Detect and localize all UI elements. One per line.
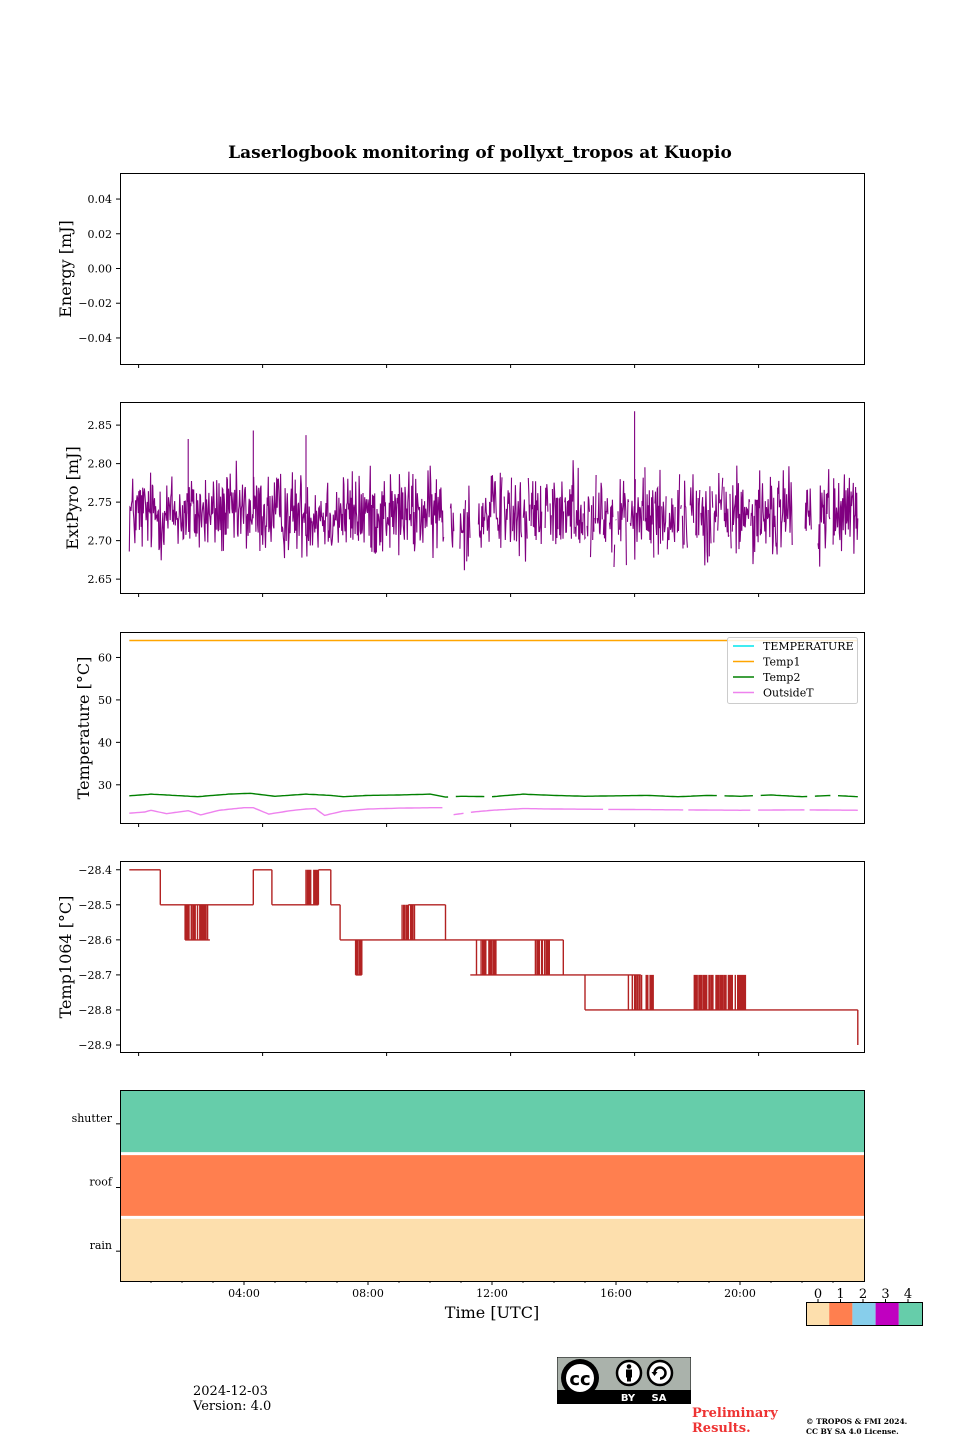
ytick-label: 50 — [98, 694, 112, 707]
preliminary-line-1: Preliminary — [692, 1406, 778, 1421]
status-row-label: rain — [90, 1239, 112, 1252]
date-text: 2024-12-03 — [193, 1384, 268, 1399]
colorbar-tick-label: 1 — [836, 1287, 844, 1302]
temp1064-series-line — [129, 869, 859, 1045]
figure-title: Laserlogbook monitoring of pollyxt_tropo… — [228, 143, 732, 163]
xtick-label: 04:00 — [228, 1287, 260, 1300]
xtick-label: 16:00 — [600, 1287, 632, 1300]
temp1064-ylabel: Temp1064 [°C] — [56, 896, 75, 1019]
temperature-panel: Temperature [°C] 30 40 50 60 TEMPERATURE Tem… — [74, 632, 865, 827]
cc-license-badge: cc BY SA — [556, 1356, 692, 1405]
legend-label: OutsideT — [763, 687, 814, 700]
xtick-label: 08:00 — [352, 1287, 384, 1300]
colorbar-tick-label: 0 — [814, 1287, 822, 1302]
status-row-shutter — [120, 1090, 864, 1154]
ytick-label: 60 — [98, 651, 112, 664]
colorbar-cell — [806, 1302, 830, 1325]
version-text: Version: 4.0 — [193, 1399, 272, 1414]
by-label: BY — [621, 1393, 636, 1404]
ytick-label: 0.04 — [88, 193, 113, 206]
extpyro-series-line — [128, 411, 859, 571]
ytick-label: −28.8 — [78, 1004, 112, 1017]
ytick-label: −0.04 — [78, 332, 112, 345]
preliminary-note: Preliminary Results. — [692, 1406, 778, 1436]
status-row-label: roof — [89, 1176, 113, 1189]
svg-text:cc: cc — [569, 1369, 590, 1390]
date-version-block: 2024-12-03 Version: 4.0 — [193, 1384, 271, 1414]
energy-ylabel: Energy [mJ] — [56, 220, 75, 318]
temperature-legend: TEMPERATURE Temp1 Temp2 OutsideT — [727, 637, 858, 704]
colorbar-cell — [829, 1302, 853, 1325]
colorbar-cell — [852, 1302, 876, 1325]
temperature-ylabel: Temperature [°C] — [74, 657, 93, 800]
copyright-line-1: © TROPOS & FMI 2024. — [806, 1417, 908, 1426]
temperature-series-line — [129, 807, 858, 817]
extpyro-ylabel: ExtPyro [mJ] — [63, 446, 82, 549]
legend-label: Temp2 — [763, 671, 800, 684]
extpyro-panel: ExtPyro [mJ] 2.65 2.70 2.75 2.80 2.85 — [63, 402, 865, 597]
status-row-label: shutter — [72, 1112, 113, 1125]
xtick-label: 20:00 — [724, 1287, 756, 1300]
ytick-label: 2.70 — [88, 535, 113, 548]
ytick-label: 2.75 — [88, 496, 113, 509]
colorbar-tick-label: 3 — [881, 1287, 889, 1302]
colorbar-tick-label: 2 — [859, 1287, 867, 1302]
status-panel: shutter roof rain 04:00 08:00 12:00 16:00 20:0… — [72, 1090, 865, 1322]
status-row-rain — [120, 1217, 864, 1281]
temperature-series-line — [129, 792, 858, 798]
x-axis-label: Time [UTC] — [445, 1303, 539, 1322]
legend-label: Temp1 — [763, 656, 800, 669]
copyright-line-2: CC BY SA 4.0 License. — [806, 1427, 899, 1436]
ytick-label: 2.80 — [88, 458, 113, 471]
preliminary-line-2: Results. — [692, 1421, 751, 1436]
xtick-label: 12:00 — [476, 1287, 508, 1300]
temp1064-panel: Temp1064 [°C] −28.4 −28.5 −28.6 −28.7 −28.8 −… — [56, 861, 865, 1056]
ytick-label: −28.7 — [78, 969, 112, 982]
ytick-label: −28.5 — [78, 899, 112, 912]
energy-panel: Energy [mJ] 0.04 0.02 0.00 −0.02 −0.04 — [56, 173, 865, 368]
ytick-label: −28.4 — [78, 864, 112, 877]
colorbar-cell — [875, 1302, 899, 1325]
ytick-label: 40 — [98, 736, 112, 749]
ytick-label: 0.00 — [88, 263, 113, 276]
status-row-roof — [120, 1153, 864, 1218]
share-alike-icon — [646, 1359, 674, 1387]
colorbar-cell — [898, 1302, 922, 1325]
colorbar-frame — [806, 1302, 923, 1326]
ytick-label: −28.6 — [78, 934, 112, 947]
legend-label: TEMPERATURE — [763, 640, 854, 653]
ytick-label: 0.02 — [88, 228, 113, 241]
ytick-label: 30 — [98, 779, 112, 792]
sa-label: SA — [652, 1393, 667, 1404]
ytick-label: 2.85 — [88, 419, 113, 432]
ytick-label: −0.02 — [78, 297, 112, 310]
ytick-label: −28.9 — [78, 1039, 112, 1052]
ytick-label: 2.65 — [88, 573, 113, 586]
copyright-note: © TROPOS & FMI 2024. CC BY SA 4.0 Licens… — [806, 1417, 907, 1437]
colorbar-tick-label: 4 — [904, 1287, 912, 1302]
